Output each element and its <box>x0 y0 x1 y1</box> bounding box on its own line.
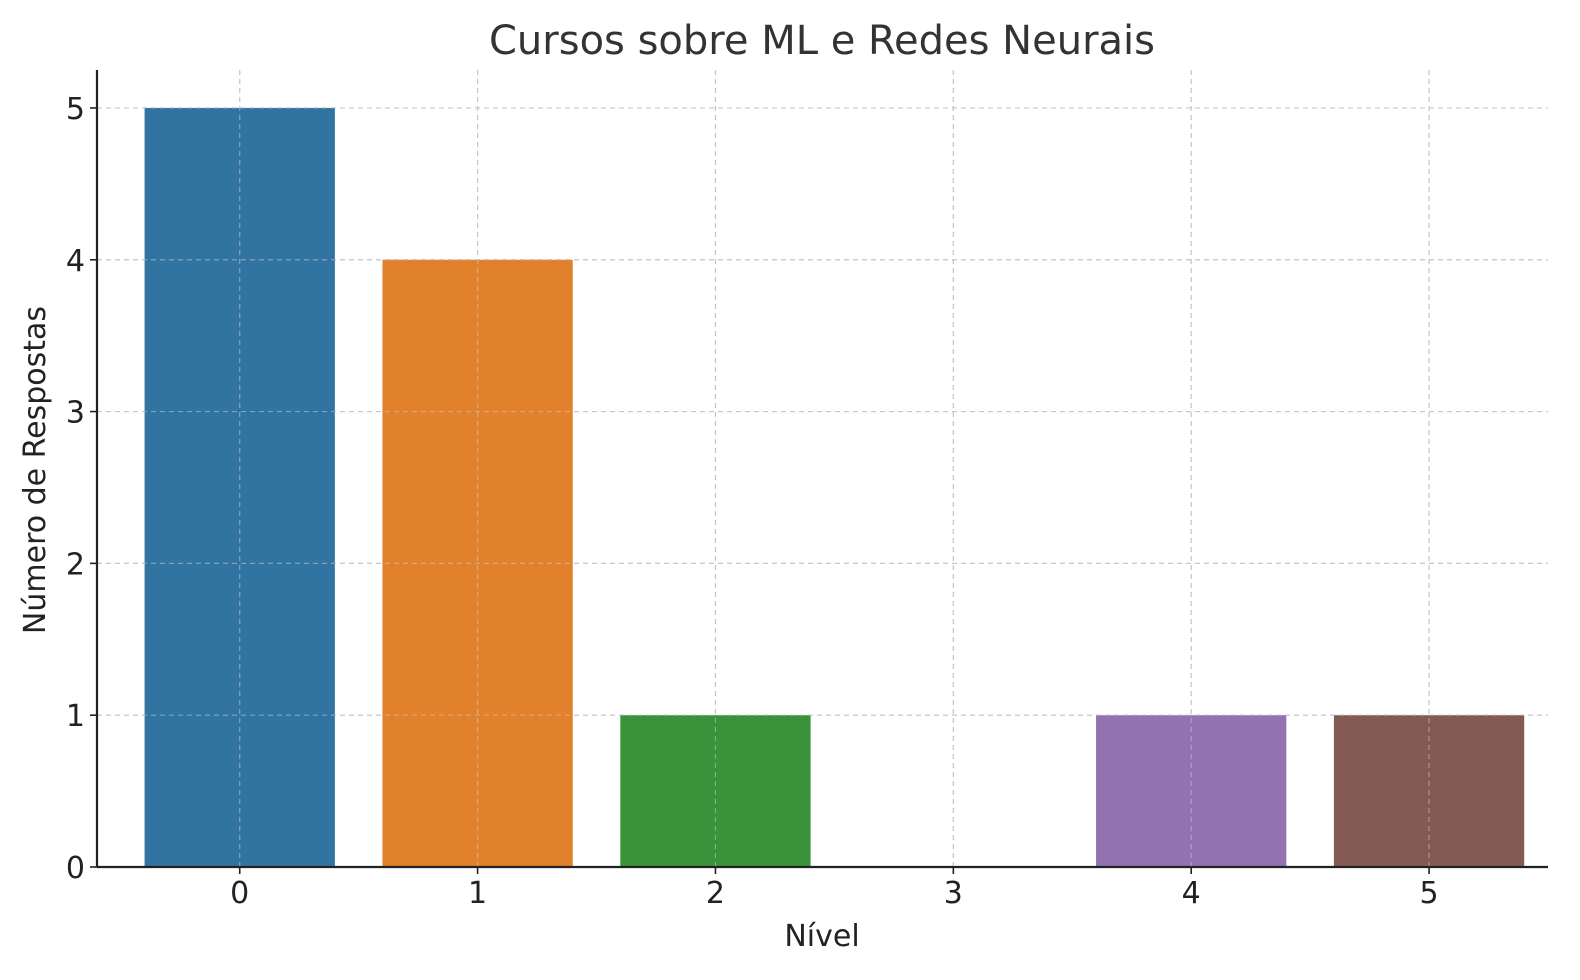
x-tick-label: 0 <box>230 876 249 911</box>
grid-overlay <box>97 70 1548 867</box>
x-tick-label: 2 <box>706 876 725 911</box>
y-axis-label: Número de Respostas <box>18 306 53 634</box>
y-tick-label: 4 <box>66 244 85 279</box>
x-tick-label: 3 <box>944 876 963 911</box>
y-tick-label: 5 <box>66 92 85 127</box>
y-tick-label: 2 <box>66 547 85 582</box>
bars <box>97 70 1548 867</box>
chart-title: Cursos sobre ML e Redes Neurais <box>489 18 1155 64</box>
y-tick-label: 1 <box>66 699 85 734</box>
axes <box>95 70 1548 869</box>
x-tick-label: 5 <box>1420 876 1439 911</box>
x-axis-label: Nível <box>784 919 859 954</box>
x-tick-label: 1 <box>468 876 487 911</box>
ticks: 0 1 2 3 4 5 0 1 2 3 4 5 <box>66 92 1439 911</box>
y-tick-label: 3 <box>66 396 85 431</box>
y-tick-label: 0 <box>66 851 85 886</box>
x-tick-label: 4 <box>1182 876 1201 911</box>
